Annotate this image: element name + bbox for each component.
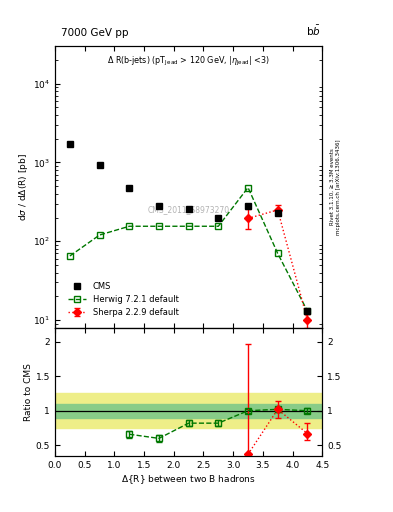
Text: CMS_2011_S8973270: CMS_2011_S8973270	[148, 205, 230, 214]
Line: CMS: CMS	[67, 141, 310, 314]
Legend: CMS, Herwig 7.2.1 default, Sherpa 2.2.9 default: CMS, Herwig 7.2.1 default, Sherpa 2.2.9 …	[64, 279, 182, 321]
CMS	[246, 203, 250, 209]
CMS	[68, 141, 72, 147]
Herwig 7.2.1 default	[246, 184, 250, 190]
CMS	[216, 216, 221, 222]
Herwig 7.2.1 default	[97, 232, 102, 238]
CMS	[127, 184, 132, 190]
CMS	[275, 210, 280, 216]
Y-axis label: Rivet 3.1.10, ≥ 3.3M events
mcplots.cern.ch [arXiv:1306.3436]: Rivet 3.1.10, ≥ 3.3M events mcplots.cern…	[330, 139, 341, 234]
Y-axis label: d$\sigma$ / d$\Delta$(R) [pb]: d$\sigma$ / d$\Delta$(R) [pb]	[17, 153, 30, 221]
Bar	[55, 393, 322, 428]
Text: 7000 GeV pp: 7000 GeV pp	[61, 28, 129, 38]
Text: b$\bar{b}$: b$\bar{b}$	[306, 24, 320, 38]
Line: Herwig 7.2.1 default: Herwig 7.2.1 default	[67, 184, 310, 314]
Herwig 7.2.1 default	[216, 223, 221, 229]
Herwig 7.2.1 default	[127, 223, 132, 229]
Bar	[55, 404, 322, 418]
Y-axis label: Ratio to CMS: Ratio to CMS	[24, 362, 33, 421]
Herwig 7.2.1 default	[305, 308, 310, 314]
CMS	[186, 205, 191, 211]
CMS	[97, 162, 102, 168]
X-axis label: $\Delta${R} between two B hadrons: $\Delta${R} between two B hadrons	[121, 474, 256, 486]
Herwig 7.2.1 default	[68, 253, 72, 259]
CMS	[156, 203, 161, 209]
Herwig 7.2.1 default	[186, 223, 191, 229]
CMS	[305, 308, 310, 314]
Herwig 7.2.1 default	[156, 223, 161, 229]
Herwig 7.2.1 default	[275, 250, 280, 257]
Text: $\Delta$ R(b-jets) (pT$_{\sf Jead}$ > 120 GeV, |$\eta_{\sf Jead}$| <3): $\Delta$ R(b-jets) (pT$_{\sf Jead}$ > 12…	[107, 55, 270, 68]
